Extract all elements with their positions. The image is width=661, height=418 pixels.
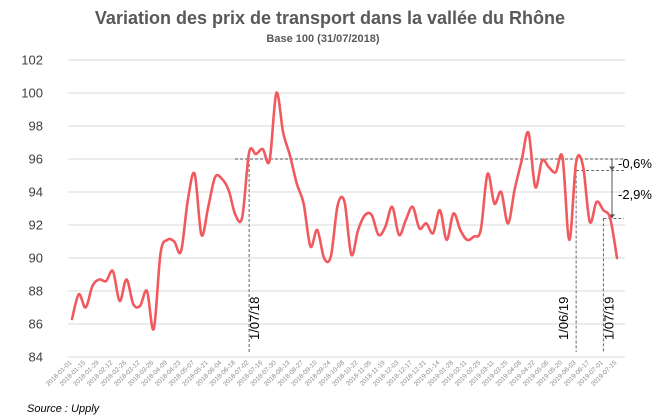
y-tick-label: 102	[21, 53, 43, 68]
y-tick-label: 94	[29, 185, 43, 200]
y-tick-label: 96	[29, 152, 43, 167]
y-tick-label: 84	[29, 350, 43, 365]
marker-label: 1/07/18	[247, 297, 262, 340]
annotations: 1/07/18 1/06/19 1/07/19 -0,6% -2,9%	[235, 156, 652, 352]
price-index-line	[70, 91, 619, 331]
y-tick-label: 90	[29, 251, 43, 266]
y-tick-label: 88	[29, 284, 43, 299]
marker-label: 1/07/19	[601, 297, 616, 340]
change-label: -0,6%	[618, 156, 652, 171]
source-note: Source : Upply	[27, 403, 101, 415]
y-tick-label: 86	[29, 317, 43, 332]
y-axis-ticks: 84 86 88 90 92 94 96 98 100 102	[21, 53, 43, 365]
marker-label: 1/06/19	[556, 297, 571, 340]
y-tick-label: 100	[21, 86, 43, 101]
x-axis-ticks: 2018-01-012018-01-152018-01-292018-02-12…	[45, 359, 619, 388]
arrow-head-icon	[609, 214, 615, 219]
chart-subtitle: Base 100 (31/07/2018)	[266, 33, 379, 45]
y-tick-label: 92	[29, 218, 43, 233]
chart-title: Variation des prix de transport dans la …	[95, 8, 565, 28]
y-tick-label: 98	[29, 119, 43, 134]
series-line	[70, 91, 619, 331]
change-label: -2,9%	[618, 187, 652, 202]
